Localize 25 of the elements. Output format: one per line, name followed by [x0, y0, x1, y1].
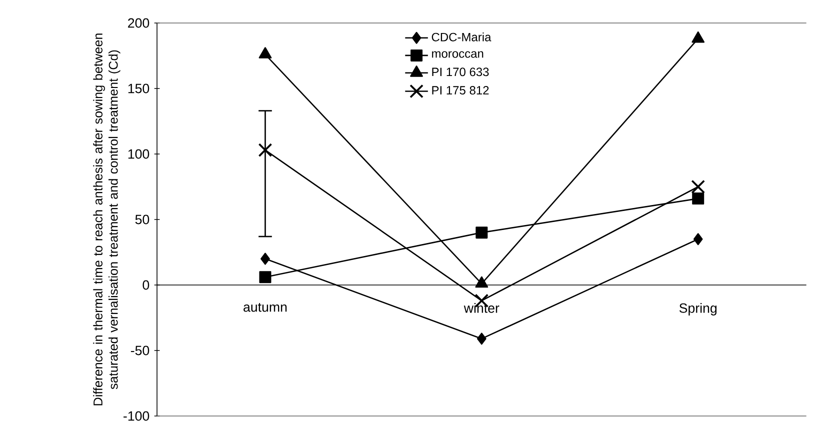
- point: [259, 271, 272, 284]
- y-tick-label: 0: [142, 280, 150, 290]
- point: [476, 332, 486, 345]
- point: [260, 252, 270, 265]
- y-tick-label: -100: [124, 411, 150, 421]
- legend-label: moroccan: [432, 51, 484, 58]
- y-axis-title: Difference in thermal time to reach anthesis after sowing between saturated vernalisation treatment and control treatment (Cd): [93, 34, 120, 406]
- y-tick-label: -50: [130, 346, 150, 356]
- point: [258, 143, 272, 157]
- point: [692, 31, 705, 43]
- y-tick-label: 100: [128, 149, 150, 159]
- point: [692, 192, 704, 205]
- x-tick-label: autumn: [244, 303, 287, 312]
- y-tick-label: 50: [135, 214, 150, 224]
- point: [693, 233, 703, 246]
- x-tick-label: Spring: [679, 303, 717, 316]
- point: [691, 180, 705, 194]
- legend-label: PI 175 812: [432, 86, 489, 95]
- legend-label: CDC-Maria: [432, 32, 492, 42]
- legend-label: PI 170 633: [432, 68, 489, 76]
- point: [476, 226, 488, 239]
- point: [258, 47, 272, 58]
- x-tick-label: winter: [464, 303, 500, 313]
- y-tick-label: 200: [128, 18, 150, 28]
- y-tick-label: 150: [128, 84, 150, 94]
